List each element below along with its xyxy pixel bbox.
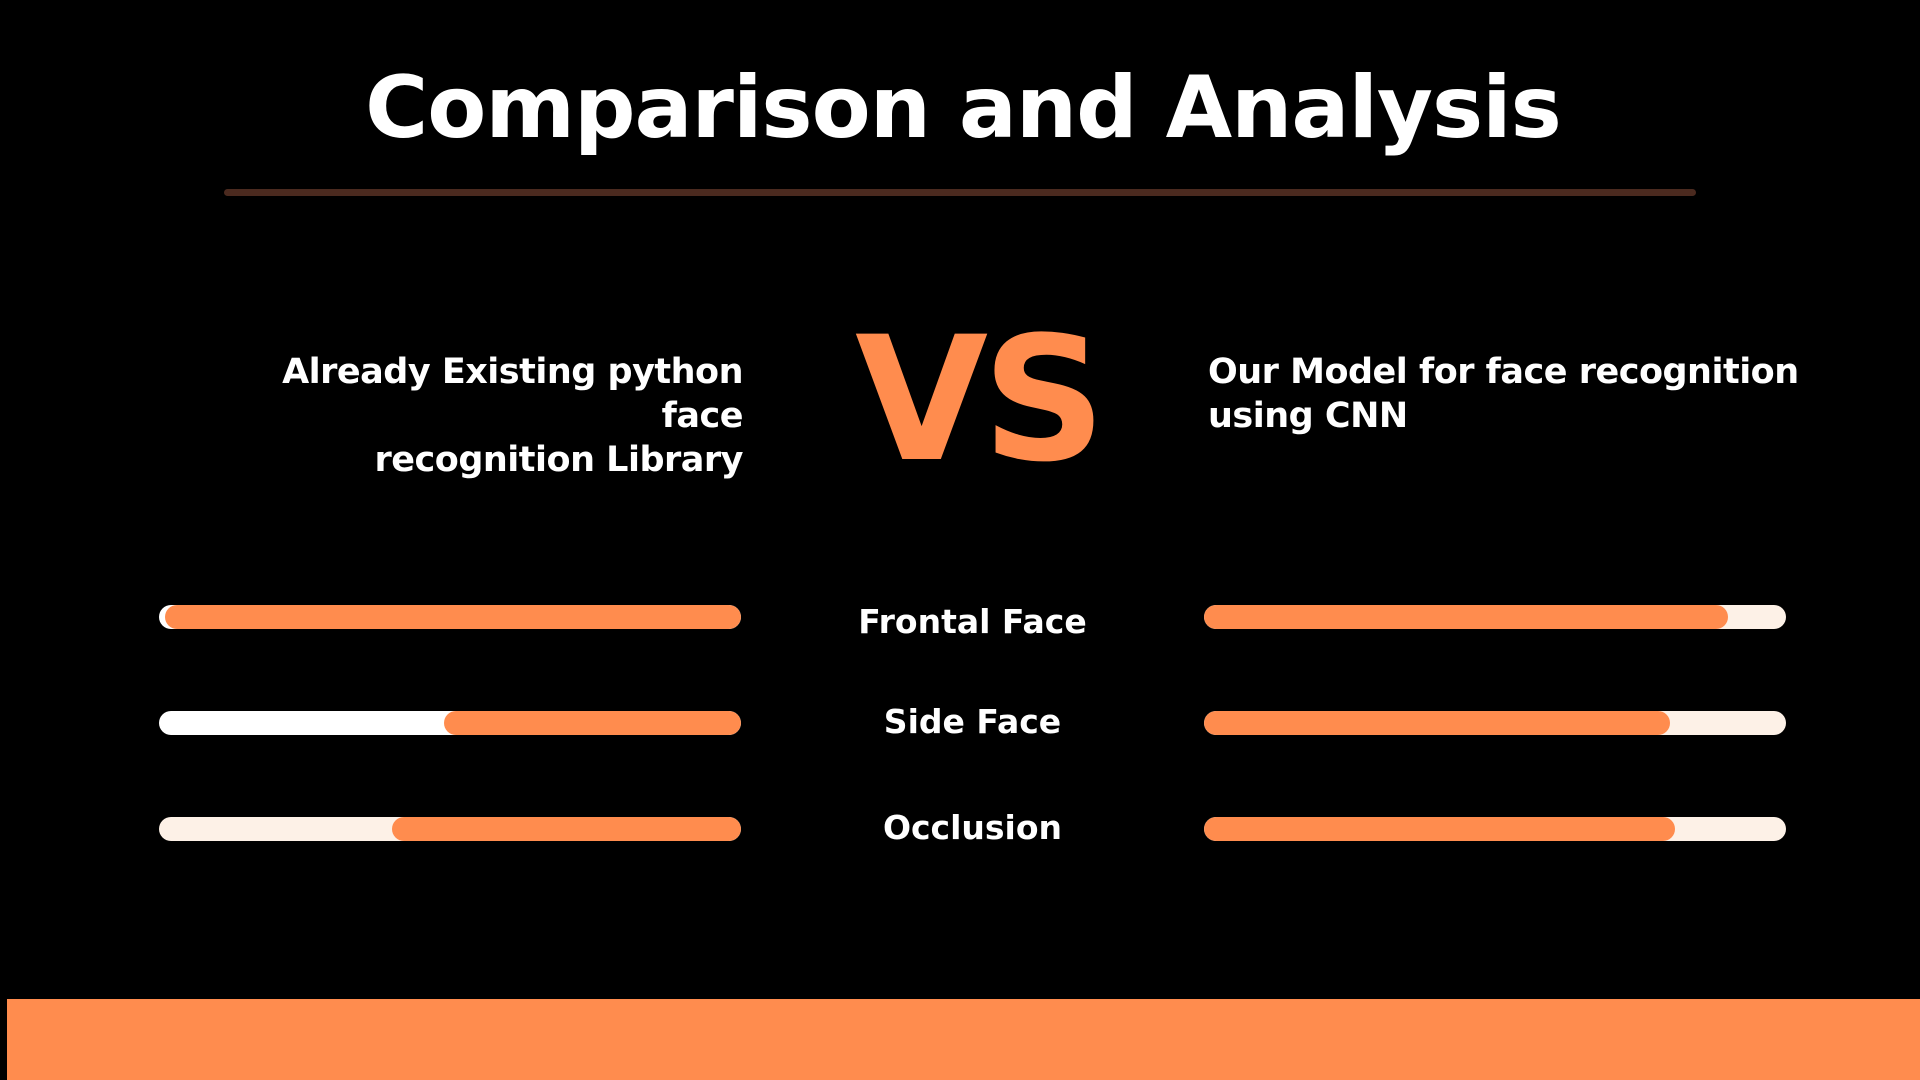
right-heading-line-2: using CNN	[1208, 396, 1408, 436]
title-divider	[224, 189, 1696, 196]
left-heading: Already Existing python face recognition…	[200, 350, 743, 482]
right-bar-occlusion	[1204, 817, 1786, 841]
left-bar-fill-occlusion	[391, 817, 741, 841]
page-title: Comparison and Analysis	[365, 58, 1562, 158]
right-bar-fill-occlusion	[1204, 817, 1676, 841]
right-heading: Our Model for face recognition using CNN	[1208, 350, 1808, 438]
row-label-occlusion: Occlusion	[882, 808, 1063, 847]
right-bar-frontal-face	[1204, 605, 1786, 629]
left-heading-line-1: Already Existing python face	[282, 352, 743, 436]
left-bar-occlusion	[159, 817, 741, 841]
footer-accent-band	[7, 999, 1920, 1080]
left-bar-fill-side-face	[444, 711, 741, 735]
row-label-side-face: Side Face	[883, 702, 1062, 741]
left-bar-side-face	[159, 711, 741, 735]
right-heading-line-1: Our Model for face recognition	[1208, 352, 1799, 392]
left-bar-fill-frontal-face	[164, 605, 741, 629]
vs-label: VS	[855, 299, 1106, 500]
row-label-frontal-face: Frontal Face	[858, 602, 1087, 641]
left-bar-frontal-face	[159, 605, 741, 629]
right-bar-side-face	[1204, 711, 1786, 735]
right-bar-fill-side-face	[1204, 711, 1670, 735]
left-heading-line-2: recognition Library	[374, 440, 744, 480]
right-bar-fill-frontal-face	[1204, 605, 1728, 629]
